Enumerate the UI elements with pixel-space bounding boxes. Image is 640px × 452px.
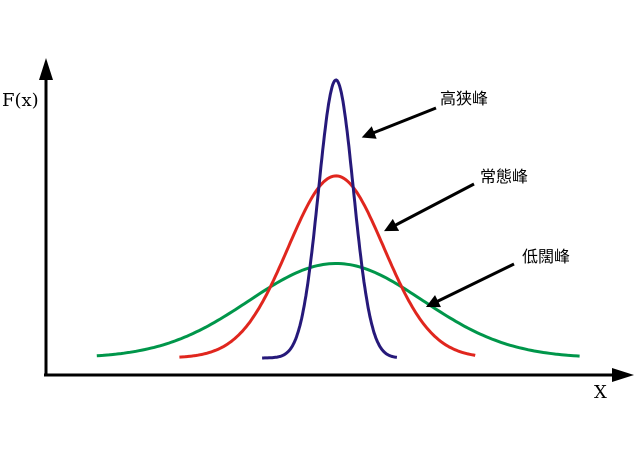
annotation-label-platykurtic: 低闊峰 (522, 247, 570, 266)
series-line-platykurtic (96, 262, 580, 358)
annotation-label-mesokurtic: 常態峰 (480, 167, 528, 186)
annotation-arrow-platykurtic (425, 262, 515, 308)
series-line-mesokurtic (179, 174, 476, 359)
x-axis-arrowhead (612, 368, 634, 382)
annotation-label-leptokurtic: 高狭峰 (440, 89, 488, 108)
series-line-leptokurtic (262, 78, 398, 360)
y-axis-arrowhead (39, 58, 53, 80)
annotation-arrow-mesokurtic (384, 182, 475, 232)
x-axis-label: X (594, 382, 607, 403)
series-group (96, 78, 580, 360)
annotation-arrow-leptokurtic (361, 106, 437, 139)
y-axis-label: F(x) (2, 90, 39, 111)
